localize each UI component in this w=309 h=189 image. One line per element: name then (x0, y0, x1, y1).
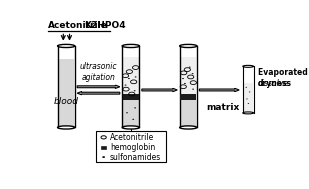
Text: matrix: matrix (206, 103, 239, 112)
Ellipse shape (122, 126, 139, 129)
Text: Acetonitrile: Acetonitrile (110, 133, 154, 142)
Text: ultrasonic
agitation: ultrasonic agitation (80, 62, 117, 82)
Bar (58, 59, 74, 126)
Circle shape (246, 98, 248, 99)
Circle shape (134, 90, 136, 91)
Text: Evaporated to
dryness: Evaporated to dryness (258, 68, 309, 88)
FancyArrow shape (77, 85, 120, 88)
Text: blood: blood (54, 97, 79, 106)
Circle shape (126, 112, 128, 113)
Bar (180, 94, 197, 100)
Bar (180, 57, 197, 98)
Circle shape (128, 78, 130, 79)
Circle shape (184, 83, 186, 84)
Circle shape (102, 156, 105, 158)
FancyArrow shape (77, 92, 120, 95)
Bar (243, 83, 253, 112)
Ellipse shape (180, 126, 197, 129)
Bar (95, 131, 166, 162)
Text: hemoglobin: hemoglobin (110, 143, 155, 152)
Ellipse shape (243, 112, 254, 114)
Bar (123, 57, 139, 98)
Circle shape (135, 76, 137, 77)
Circle shape (246, 87, 247, 88)
Text: K2HPO4: K2HPO4 (84, 21, 126, 30)
Circle shape (125, 84, 126, 86)
Bar (123, 98, 139, 126)
Text: dissolve: dissolve (258, 79, 289, 88)
Text: sulfonamides: sulfonamides (110, 153, 161, 162)
Text: Acetonitrile: Acetonitrile (48, 21, 108, 30)
Circle shape (189, 67, 191, 68)
Bar (123, 94, 139, 100)
Circle shape (192, 89, 194, 90)
Circle shape (182, 78, 184, 79)
Bar (180, 98, 197, 126)
FancyArrow shape (199, 88, 239, 92)
Circle shape (192, 73, 193, 74)
Circle shape (134, 107, 136, 108)
Circle shape (249, 91, 250, 92)
Bar (101, 146, 106, 149)
Circle shape (132, 119, 134, 120)
Ellipse shape (57, 126, 75, 129)
FancyArrow shape (142, 88, 177, 92)
Circle shape (248, 103, 249, 104)
